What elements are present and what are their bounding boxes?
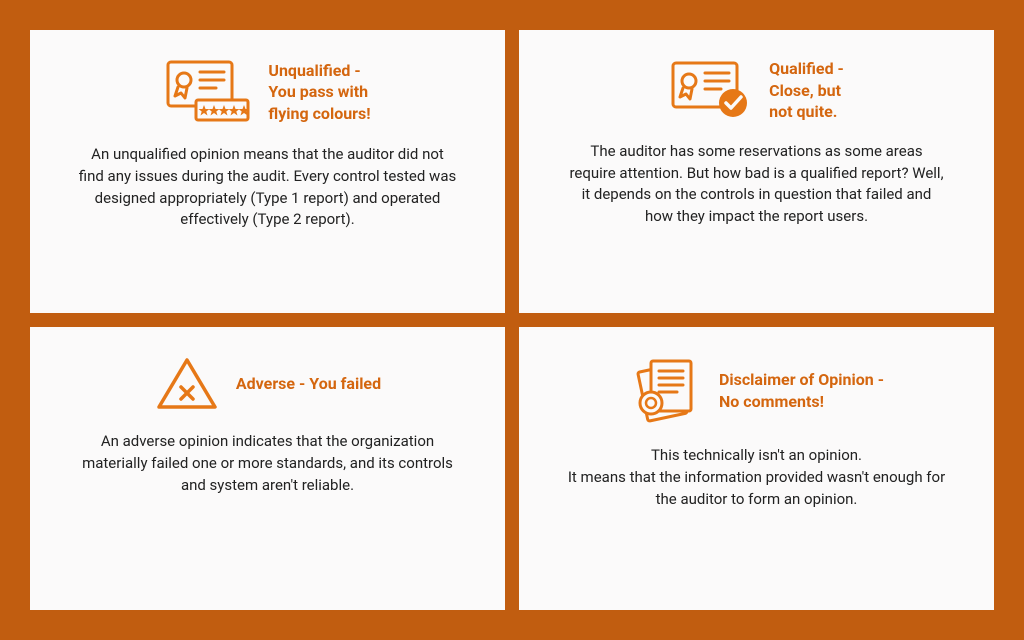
card-disclaimer: Disclaimer of Opinion - No comments! Thi… <box>519 327 994 610</box>
card-qualified: Qualified - Close, but not quite. The au… <box>519 30 994 313</box>
card-body: An adverse opinion indicates that the or… <box>78 431 458 496</box>
certificate-check-icon <box>669 59 753 121</box>
card-title: Disclaimer of Opinion - No comments! <box>719 369 884 412</box>
card-title: Adverse - You failed <box>236 373 381 395</box>
card-body: This technically isn't an opinion. It me… <box>567 445 947 510</box>
certificate-stars-icon <box>164 58 252 126</box>
card-body: The auditor has some reservations as som… <box>567 141 947 228</box>
documents-stamp-icon <box>629 355 703 427</box>
card-title: Unqualified - You pass with flying colou… <box>268 60 370 125</box>
card-body: An unqualified opinion means that the au… <box>78 144 458 231</box>
warning-triangle-icon <box>154 355 220 413</box>
card-header: Qualified - Close, but not quite. <box>669 58 844 123</box>
card-header: Unqualified - You pass with flying colou… <box>164 58 370 126</box>
card-header: Adverse - You failed <box>154 355 381 413</box>
card-unqualified: Unqualified - You pass with flying colou… <box>30 30 505 313</box>
infographic-grid: Unqualified - You pass with flying colou… <box>0 0 1024 640</box>
card-header: Disclaimer of Opinion - No comments! <box>629 355 884 427</box>
card-adverse: Adverse - You failed An adverse opinion … <box>30 327 505 610</box>
card-title: Qualified - Close, but not quite. <box>769 58 844 123</box>
